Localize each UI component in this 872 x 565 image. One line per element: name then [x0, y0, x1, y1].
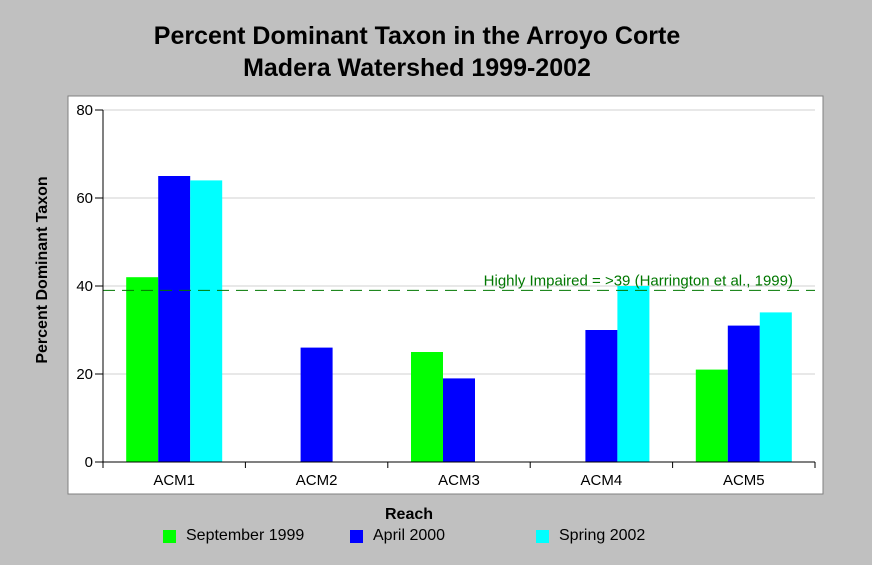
- bar-acm5-series-1: [727, 325, 760, 462]
- y-tick-label: 40: [76, 278, 93, 295]
- legend-swatch: [536, 529, 549, 543]
- legend-swatch: [163, 529, 176, 543]
- legend-swatch: [350, 529, 363, 543]
- legend-item-september-1999: September 1999: [163, 526, 304, 546]
- legend-item-april-2000: April 2000: [350, 526, 445, 546]
- bar-acm1-series-2: [190, 180, 223, 462]
- bar-acm1-series-1: [158, 176, 191, 462]
- x-tick-label: ACM2: [296, 472, 338, 489]
- bar-acm3-series-1: [443, 378, 475, 462]
- bar-acm4-series-2: [617, 286, 650, 462]
- chart-title-line-1: Percent Dominant Taxon in the Arroyo Cor…: [153, 22, 681, 50]
- bar-acm1-series-0: [126, 277, 159, 462]
- bar-acm4-series-1: [585, 330, 618, 462]
- bar-acm5-series-0: [695, 369, 728, 462]
- y-axis-title: Percent Dominant Taxon: [34, 176, 51, 363]
- x-tick-label: ACM1: [153, 472, 195, 489]
- bar-acm5-series-2: [759, 312, 792, 462]
- bar-acm3-series-0: [411, 352, 443, 462]
- x-tick-label: ACM3: [438, 472, 480, 489]
- y-tick-label: 80: [76, 102, 93, 119]
- x-tick-label: ACM5: [723, 472, 765, 489]
- legend-label: Spring 2002: [559, 527, 646, 544]
- legend-label: April 2000: [373, 527, 446, 544]
- y-tick-label: 0: [85, 454, 93, 471]
- y-tick-label: 60: [76, 190, 93, 207]
- x-tick-label: ACM4: [581, 472, 623, 489]
- y-tick-label: 20: [76, 366, 93, 383]
- chart-title-line-2: Madera Watershed 1999-2002: [243, 54, 591, 82]
- legend-item-spring-2002: Spring 2002: [536, 526, 645, 546]
- reference-line-label: Highly Impaired = >39 (Harrington et al.…: [484, 272, 793, 289]
- legend-label: September 1999: [186, 527, 305, 544]
- x-axis-title: Reach: [385, 506, 433, 523]
- bar-acm2-series-1: [300, 347, 333, 462]
